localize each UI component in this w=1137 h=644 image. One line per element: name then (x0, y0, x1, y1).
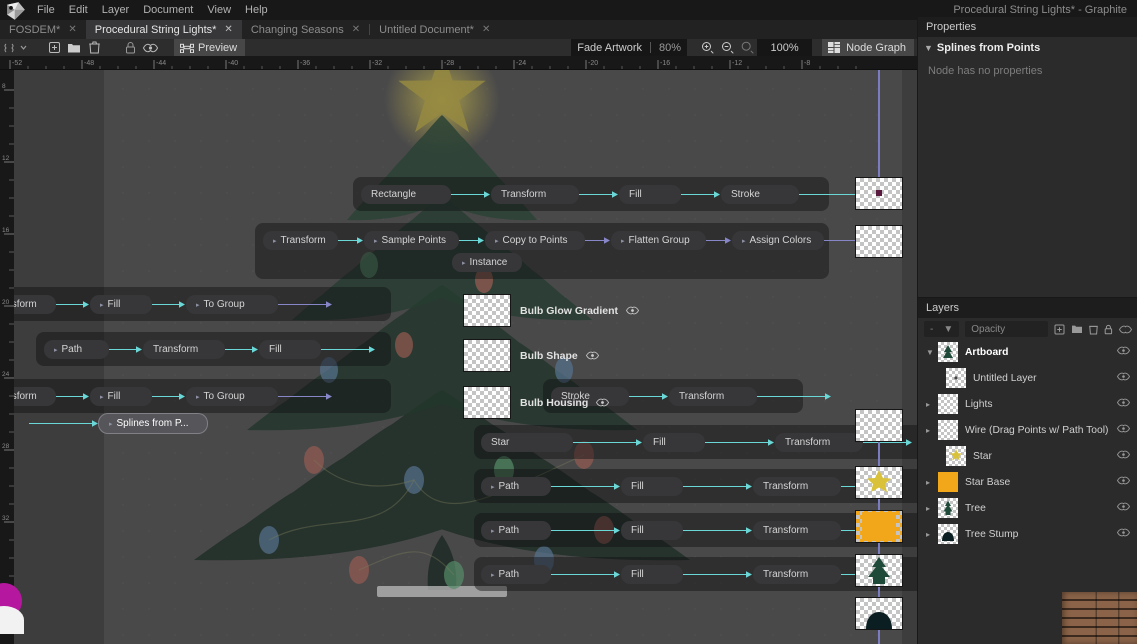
svg-text:20: 20 (2, 299, 10, 306)
svg-text:24: 24 (2, 371, 10, 378)
svg-text:32: 32 (2, 515, 10, 522)
svg-text:-24: -24 (516, 60, 526, 67)
svg-text:-20: -20 (588, 60, 598, 67)
svg-text:-36: -36 (300, 60, 310, 67)
svg-text:16: 16 (2, 227, 10, 234)
svg-text:-28: -28 (444, 60, 454, 67)
svg-text:-16: -16 (660, 60, 670, 67)
svg-text:-52: -52 (12, 60, 22, 67)
svg-text:12: 12 (2, 155, 10, 162)
svg-text:-12: -12 (732, 60, 742, 67)
svg-text:-8: -8 (804, 60, 810, 67)
svg-text:-32: -32 (372, 60, 382, 67)
svg-text:-44: -44 (156, 60, 166, 67)
svg-text:28: 28 (2, 443, 10, 450)
svg-text:-48: -48 (84, 60, 94, 67)
svg-text:8: 8 (2, 83, 6, 90)
svg-text:-40: -40 (228, 60, 238, 67)
